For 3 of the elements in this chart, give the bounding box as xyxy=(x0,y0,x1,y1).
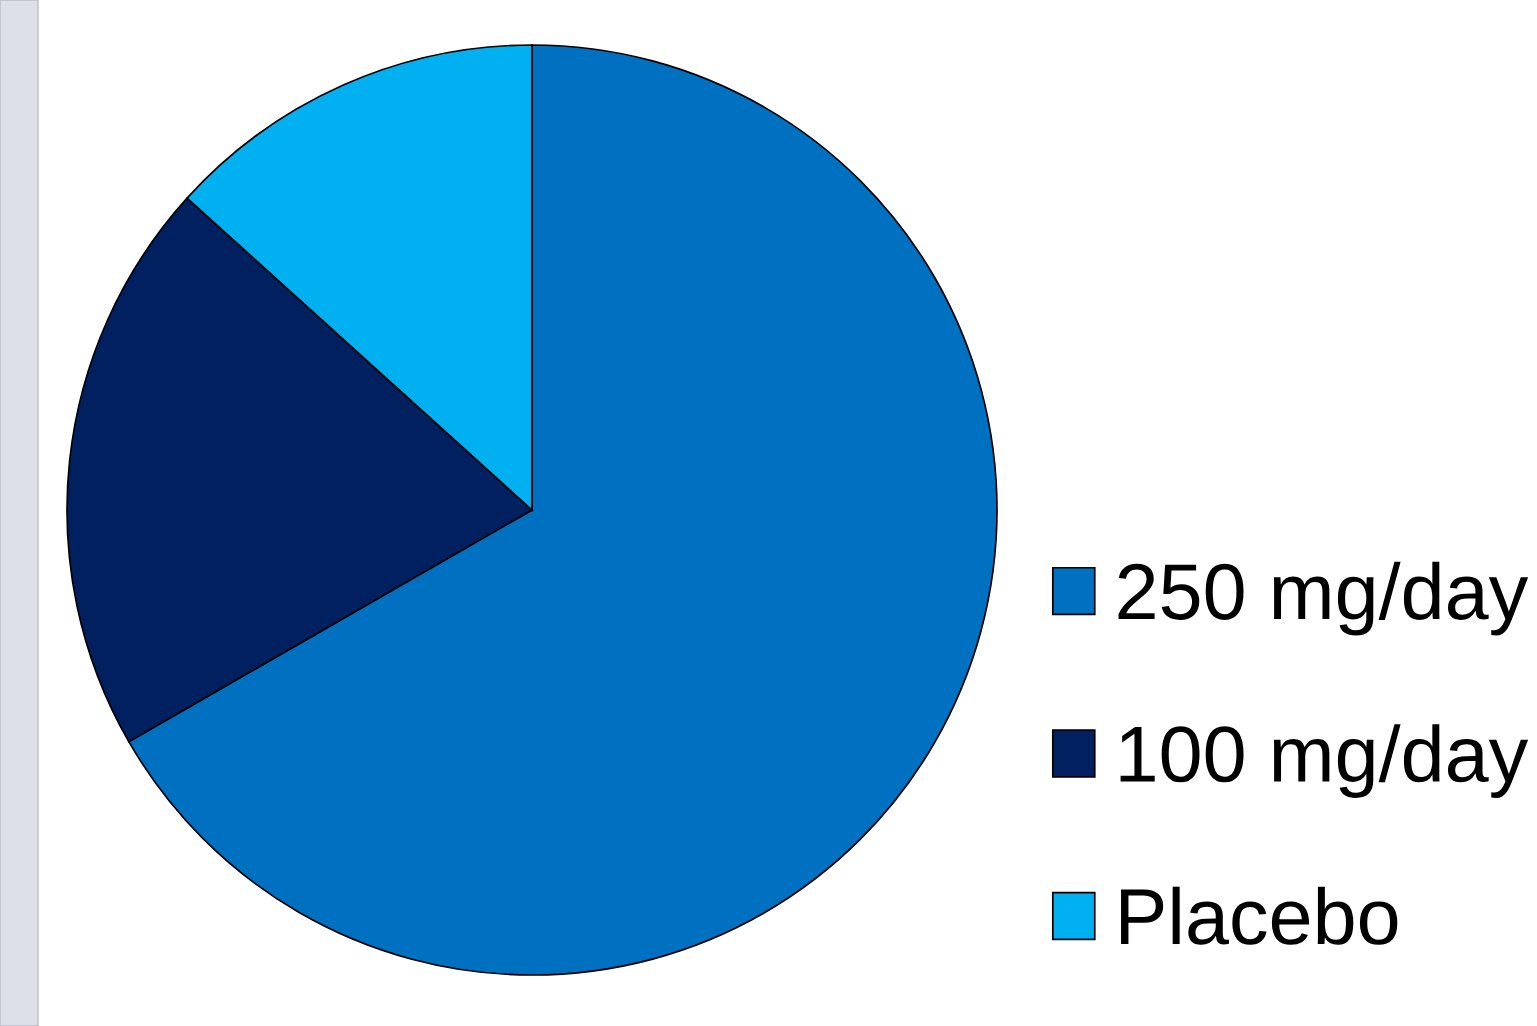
legend-label: 250 mg/day xyxy=(1118,561,1529,636)
legend-label: Placebo xyxy=(1121,886,1398,945)
legend-label: 100 mg/day xyxy=(1120,724,1529,798)
